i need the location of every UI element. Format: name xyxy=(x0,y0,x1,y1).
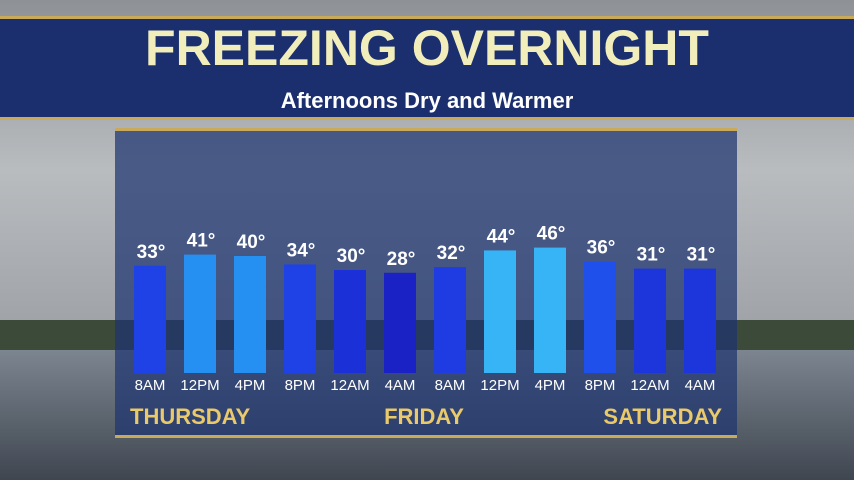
bar xyxy=(284,264,316,373)
chart-subtitle: Afternoons Dry and Warmer xyxy=(281,88,574,113)
x-tick-label: 12PM xyxy=(180,377,219,394)
value-label: 36° xyxy=(587,238,616,259)
x-tick-label: 4PM xyxy=(535,377,566,394)
bar xyxy=(584,261,616,373)
x-tick-label: 12AM xyxy=(330,377,369,394)
x-tick-label: 8PM xyxy=(585,377,616,394)
chart-title: FREEZING OVERNIGHT xyxy=(145,20,709,76)
x-tick-label: 4PM xyxy=(235,377,266,394)
x-tick-label: 8AM xyxy=(135,377,166,394)
day-label: FRIDAY xyxy=(384,404,464,429)
value-label: 31° xyxy=(687,245,716,266)
value-label: 34° xyxy=(287,240,316,261)
banner-border xyxy=(0,117,854,120)
bar xyxy=(234,256,266,373)
value-label: 31° xyxy=(637,245,666,266)
value-label: 33° xyxy=(137,242,166,263)
bar xyxy=(434,267,466,373)
bar xyxy=(684,268,716,373)
banner-border xyxy=(0,16,854,19)
bar xyxy=(384,272,416,373)
value-label: 46° xyxy=(537,224,566,245)
panel-border xyxy=(115,435,737,438)
bar xyxy=(534,247,566,373)
bar xyxy=(134,265,166,373)
value-label: 28° xyxy=(387,249,416,270)
day-label: THURSDAY xyxy=(130,404,251,429)
value-label: 41° xyxy=(187,231,216,252)
bar xyxy=(334,270,366,373)
bar xyxy=(184,254,216,373)
x-tick-label: 12AM xyxy=(630,377,669,394)
bar xyxy=(484,250,516,373)
title-banner xyxy=(0,16,854,120)
bar xyxy=(634,268,666,373)
value-label: 40° xyxy=(237,232,266,253)
value-label: 44° xyxy=(487,226,516,247)
value-label: 30° xyxy=(337,246,366,267)
chart-panel xyxy=(115,128,737,438)
panel-border xyxy=(115,128,737,131)
x-tick-label: 8PM xyxy=(285,377,316,394)
x-tick-label: 4AM xyxy=(685,377,716,394)
x-tick-label: 12PM xyxy=(480,377,519,394)
x-tick-label: 8AM xyxy=(435,377,466,394)
x-tick-label: 4AM xyxy=(385,377,416,394)
value-label: 32° xyxy=(437,243,466,264)
day-label: SATURDAY xyxy=(603,404,722,429)
